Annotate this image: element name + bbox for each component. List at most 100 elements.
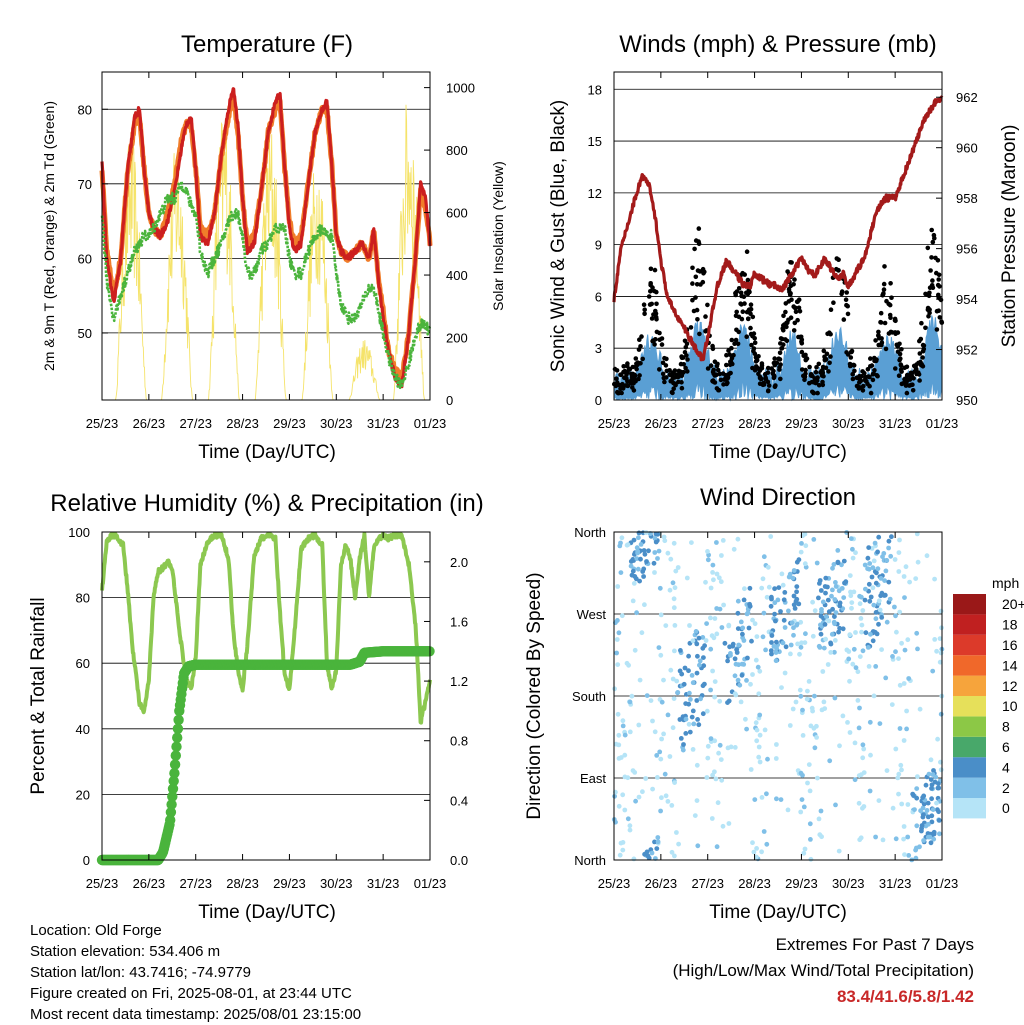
gust-point [796,334,801,340]
legend-swatch [953,777,986,798]
direction-point [684,575,690,581]
winds-xtick-label: 26/23 [645,416,678,431]
direction-point [868,752,873,758]
humidity-ylabel: Percent & Total Rainfall [28,597,49,794]
direction-point [814,560,820,566]
winds-axes: 0 3 6 9 12 15 18 950 952 954 956 958 960 962 25/23 26/2… [588,72,978,431]
direction-point [794,589,799,595]
gust-point [819,373,825,378]
direction-point [613,741,619,747]
winds-ytick-label: 15 [588,134,602,149]
direction-point [744,611,750,617]
gust-point [918,362,924,368]
direction-point [634,545,640,551]
direction-point [779,571,785,577]
direction-point [932,576,937,582]
direction-point [738,619,744,625]
gust-point [679,372,684,378]
gust-point [899,381,905,387]
direction-point [858,616,864,621]
direction-ytick-label: West [577,607,607,622]
direction-point [658,652,664,658]
direction-point [798,644,804,650]
direction-point [918,808,923,814]
direction-point [786,608,791,614]
direction-point [712,679,718,684]
direction-point [860,742,866,748]
winds-xtick-label: 29/23 [785,416,818,431]
station-elevation: Station elevation: 534.406 m [30,943,221,960]
data-timestamp: Most recent data timestamp: 2025/08/01 2… [30,1006,362,1023]
direction-point [752,797,758,802]
direction-point [686,668,691,674]
gust-point [753,355,759,360]
direction-point [763,647,768,653]
gust-point [862,370,867,376]
gust-point [791,304,796,309]
direction-point [782,670,788,676]
gust-point [716,387,722,393]
gust-point [777,350,783,356]
gust-point [888,281,893,286]
direction-point [658,808,663,814]
pressure-ytick-label: 960 [956,141,978,156]
gust-point [624,372,629,377]
direction-point [705,549,710,554]
direction-point [766,584,772,590]
direction-point [620,847,626,853]
gust-point [729,337,735,343]
gust-point [854,375,859,381]
direction-point [772,611,777,617]
direction-point [619,535,625,541]
direction-point [901,738,907,743]
direction-point [774,645,779,651]
direction-point [855,669,861,675]
direction-point [750,617,755,623]
direction-point [892,557,898,562]
direction-point [732,745,738,750]
direction-point [676,841,681,847]
humidity-xlabel: Time (Day/UTC) [198,902,336,923]
station-pressure-line [612,95,944,362]
direction-point [863,586,868,592]
direction-point [616,756,622,761]
direction-point [624,542,630,548]
direction-point [872,540,878,546]
humidity-xtick-label: 27/23 [179,876,212,891]
gust-point [708,363,714,369]
solar-insolation-series [114,104,426,401]
direction-point [870,585,876,591]
direction-point [773,756,779,761]
direction-title: Wind Direction [700,484,856,511]
direction-point [841,558,847,564]
gust-point [740,309,746,315]
direction-point [672,780,677,785]
direction-point [837,603,843,609]
temperature-title: Temperature (F) [181,31,353,58]
direction-point [643,776,649,781]
direction-point [847,678,852,684]
gust-point [844,290,849,295]
gust-point [748,325,753,331]
direction-point [715,800,721,806]
direction-point [697,662,702,668]
direction-point [695,843,701,849]
direction-point [752,621,758,627]
gust-point [882,320,888,326]
direction-point [720,823,726,829]
direction-point [681,742,686,747]
direction-point [914,823,920,829]
legend-swatch [953,736,986,758]
gust-point [935,282,941,288]
gust-point [667,368,672,373]
direction-point [681,681,687,687]
direction-point [718,757,724,762]
direction-point [823,575,829,581]
temperature-plot-frame [101,71,431,401]
direction-point [938,711,944,717]
direction-point [914,786,920,791]
direction-xtick-label: 28/23 [738,876,771,891]
precipitation-point [170,750,181,761]
direction-point [748,767,754,772]
direction-point [620,792,626,798]
